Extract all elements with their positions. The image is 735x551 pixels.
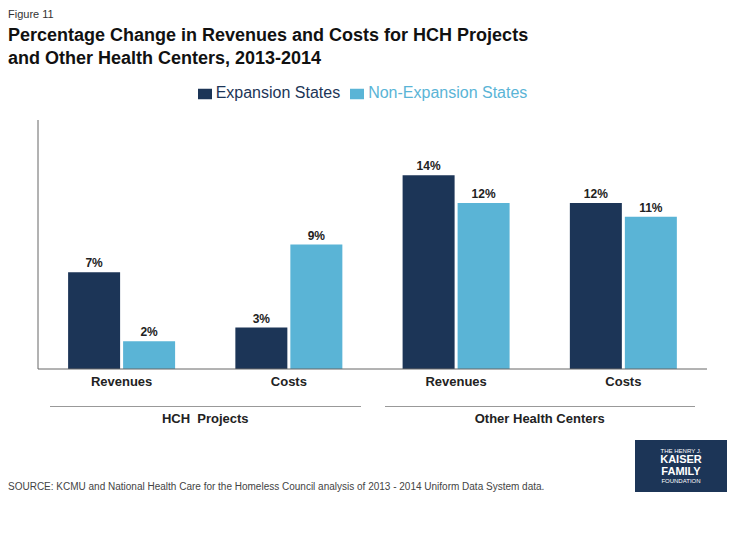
html-text:THE HENRY J.: THE HENRY J. <box>660 448 702 455</box>
html-text:Figure 11: Figure 11 <box>8 8 54 20</box>
svg-text:Costs: Costs <box>271 374 307 389</box>
html-text:Percentage Change in Revenues: Percentage Change in Revenues and Costs … <box>8 25 529 45</box>
svg-text:Revenues: Revenues <box>91 374 152 389</box>
svg-text:7%: 7% <box>85 256 103 270</box>
svg-text:2%: 2% <box>140 325 158 339</box>
html-text:and Other Health Centers, 2013: and Other Health Centers, 2013-2014 <box>8 48 322 68</box>
html-text:Expansion States: Expansion States <box>215 84 341 101</box>
svg-text:14%: 14% <box>417 159 441 173</box>
svg-text:9%: 9% <box>308 229 326 243</box>
html-text:KAISER: KAISER <box>660 453 702 466</box>
html-text:SOURCE: KCMU and National Heal: SOURCE: KCMU and National Health Care fo… <box>8 481 545 492</box>
html-text:Other Health Centers: Other Health Centers <box>474 411 605 426</box>
svg-text:11%: 11% <box>639 201 663 215</box>
svg-text:12%: 12% <box>584 187 608 201</box>
svg-text:Revenues: Revenues <box>425 374 486 389</box>
html-text:FAMILY: FAMILY <box>661 465 701 477</box>
svg-text:3%: 3% <box>253 312 271 326</box>
html-text:HCH Projects: HCH Projects <box>161 411 249 426</box>
html-text:Non-Expansion States: Non-Expansion States <box>368 84 528 101</box>
html-text:FOUNDATION: FOUNDATION <box>661 477 701 484</box>
svg-text:12%: 12% <box>472 187 496 201</box>
svg-text:Costs: Costs <box>605 374 641 389</box>
